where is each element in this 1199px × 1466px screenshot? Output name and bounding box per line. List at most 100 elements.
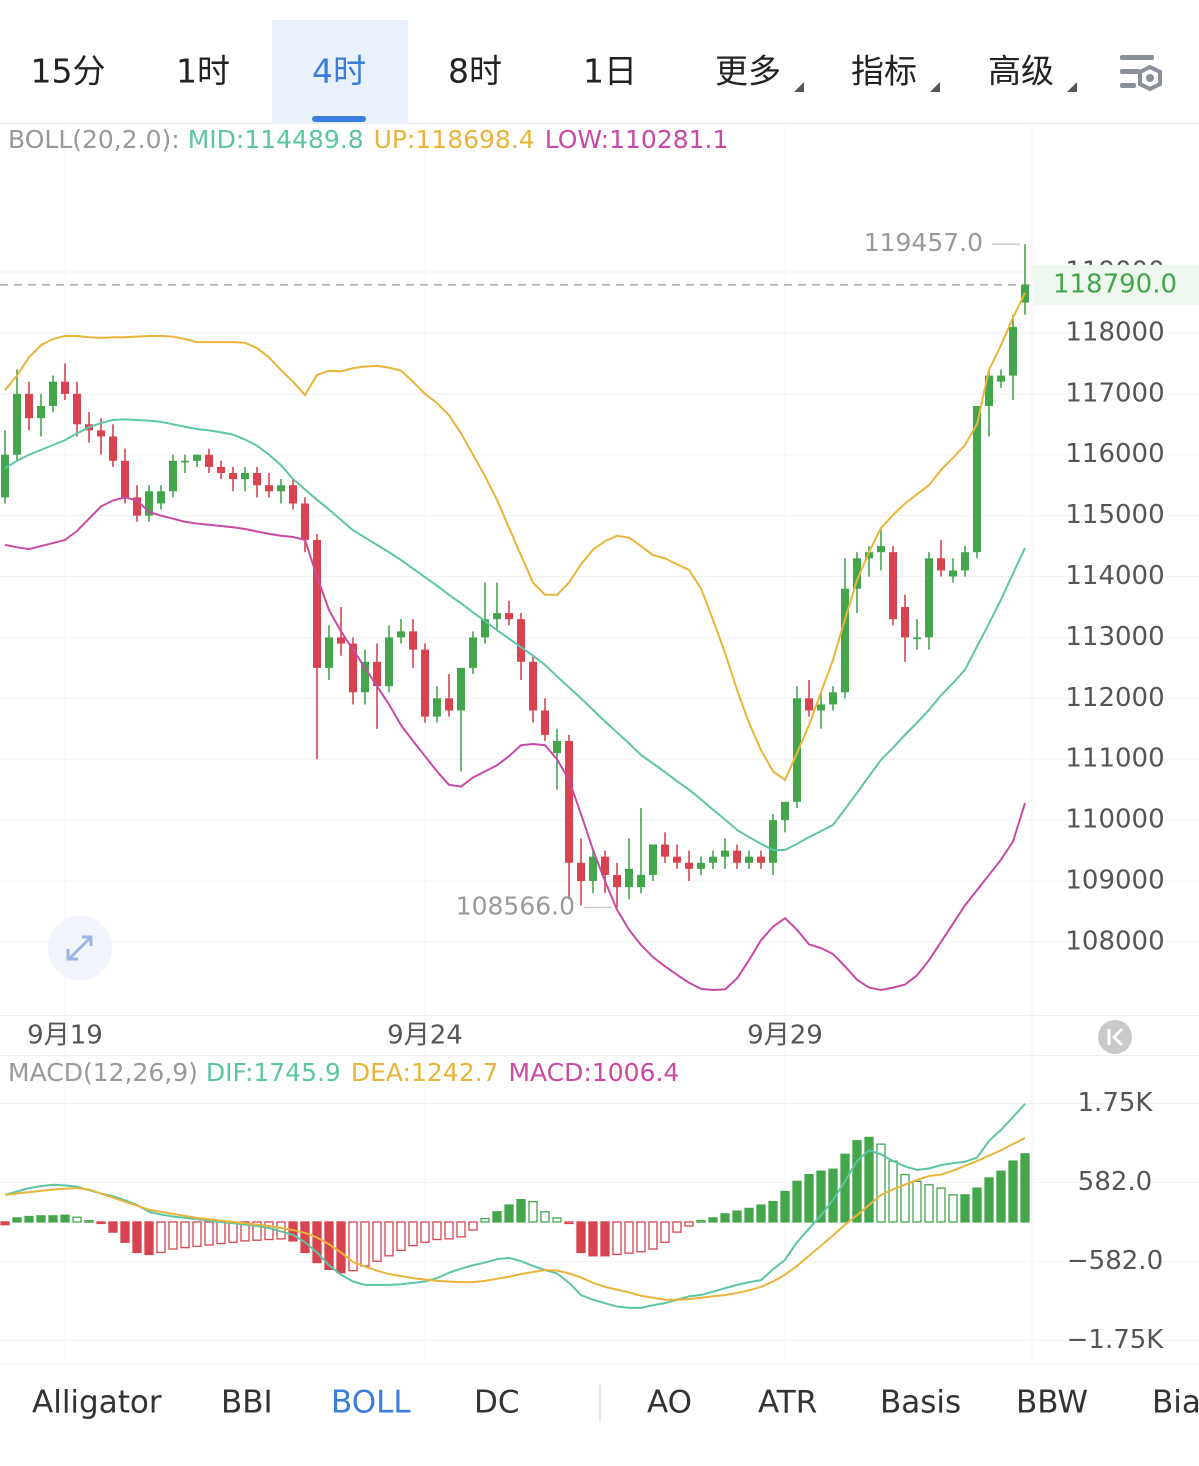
candle-body — [169, 460, 177, 492]
macd-bar — [564, 1221, 574, 1225]
candle-body — [25, 393, 33, 419]
macd-bar — [108, 1221, 118, 1233]
candle-body — [853, 558, 861, 589]
macd-bar — [228, 1221, 238, 1243]
candle-body — [673, 856, 681, 863]
settings-icon[interactable] — [1120, 55, 1162, 92]
macd-bar — [660, 1221, 670, 1243]
candle-body — [949, 570, 957, 577]
candle-body — [937, 558, 945, 571]
macd-bar — [156, 1221, 166, 1254]
indicator-tab[interactable]: BBI — [221, 1385, 273, 1421]
expand-icon[interactable] — [48, 916, 112, 980]
candle-body — [409, 631, 417, 650]
macd-bar — [180, 1221, 190, 1249]
tab[interactable]: 4时 — [312, 52, 366, 91]
y-tick-label: 110000 — [1065, 805, 1164, 835]
macd-bar — [576, 1221, 586, 1254]
candle-body — [721, 850, 729, 857]
candle-body — [229, 473, 237, 480]
tab-menu-arrow — [1067, 82, 1077, 92]
macd-bar — [936, 1187, 946, 1223]
candle-body — [133, 497, 141, 516]
candle-body — [805, 698, 813, 711]
macd-bar — [36, 1215, 46, 1223]
macd-bar — [264, 1221, 274, 1241]
macd-bar — [840, 1153, 850, 1223]
candle-body — [13, 393, 21, 455]
boll-line — [4, 418, 1026, 851]
tab[interactable]: 高级 — [988, 52, 1054, 91]
candle-body — [625, 868, 633, 888]
macd-bar — [864, 1136, 874, 1223]
macd-bar — [528, 1201, 538, 1223]
scroll-end-icon[interactable] — [1098, 1020, 1132, 1054]
macd-bar — [672, 1221, 682, 1233]
candle-body — [613, 874, 621, 888]
macd-bar — [756, 1204, 766, 1223]
macd-bar — [612, 1221, 622, 1256]
candle-body — [253, 473, 261, 486]
indicator-tab[interactable]: Basis — [880, 1385, 961, 1421]
macd-bar — [804, 1173, 814, 1223]
indicator-tab[interactable]: AO — [647, 1385, 692, 1421]
macd-bar — [132, 1221, 142, 1254]
tab[interactable]: 指标 — [851, 52, 917, 91]
tab[interactable]: 1时 — [176, 52, 230, 91]
indicator-tab[interactable]: Bias — [1152, 1385, 1199, 1421]
macd-bar — [972, 1187, 982, 1223]
candle-body — [397, 631, 405, 638]
indicator-tab[interactable]: ATR — [758, 1385, 817, 1421]
macd-bar — [444, 1221, 454, 1240]
candle-body — [265, 485, 273, 492]
y-tick-label: 116000 — [1065, 439, 1164, 469]
y-tick-label: 115000 — [1065, 500, 1164, 530]
macd-bar — [384, 1221, 394, 1257]
candle-body — [577, 862, 585, 882]
candle-body — [337, 637, 345, 644]
candle-body — [865, 552, 873, 559]
tab[interactable]: 8时 — [448, 52, 502, 91]
candle-body — [241, 473, 249, 480]
tab[interactable]: 15分 — [31, 52, 106, 91]
macd-bar — [312, 1221, 322, 1264]
macd-bar — [852, 1140, 862, 1223]
macd-bar — [408, 1221, 418, 1247]
candle-body — [121, 460, 129, 498]
legend-item: MACD:1006.4 — [508, 1058, 679, 1087]
candle-body — [301, 503, 309, 540]
macd-bar — [648, 1221, 658, 1250]
macd-bar — [516, 1198, 526, 1223]
legend-item: LOW:110281.1 — [545, 125, 729, 154]
macd-line — [4, 1103, 1026, 1309]
macd-bar — [492, 1211, 502, 1223]
macd-bar — [708, 1217, 718, 1223]
tab[interactable]: 1日 — [583, 52, 637, 91]
boll-line — [4, 292, 1026, 782]
macd-bar — [96, 1221, 106, 1225]
macd-bar — [252, 1221, 262, 1241]
macd-bar — [600, 1221, 610, 1257]
boll-line — [4, 496, 1026, 992]
macd-bar — [60, 1214, 70, 1223]
macd-bar — [324, 1221, 334, 1270]
candle-body — [517, 619, 525, 662]
active-tab-underline — [312, 116, 366, 122]
candle-body — [97, 430, 105, 437]
candle-body — [157, 491, 165, 504]
candle-body — [469, 637, 477, 668]
indicator-tab[interactable]: Alligator — [32, 1385, 162, 1421]
macd-bar — [816, 1170, 826, 1223]
legend-item: DIF:1745.9 — [206, 1058, 341, 1087]
tab[interactable]: 更多 — [715, 52, 781, 91]
tab-menu-arrow — [794, 82, 804, 92]
indicator-tab[interactable]: BBW — [1016, 1385, 1088, 1421]
candle-body — [973, 406, 981, 553]
macd-bar — [432, 1221, 442, 1241]
indicator-tab[interactable]: BOLL — [331, 1385, 411, 1421]
candle-body — [457, 667, 465, 711]
extreme-label: 119457.0 — [864, 228, 983, 257]
indicator-tab[interactable]: DC — [474, 1385, 520, 1421]
macd-line — [4, 1136, 1026, 1301]
